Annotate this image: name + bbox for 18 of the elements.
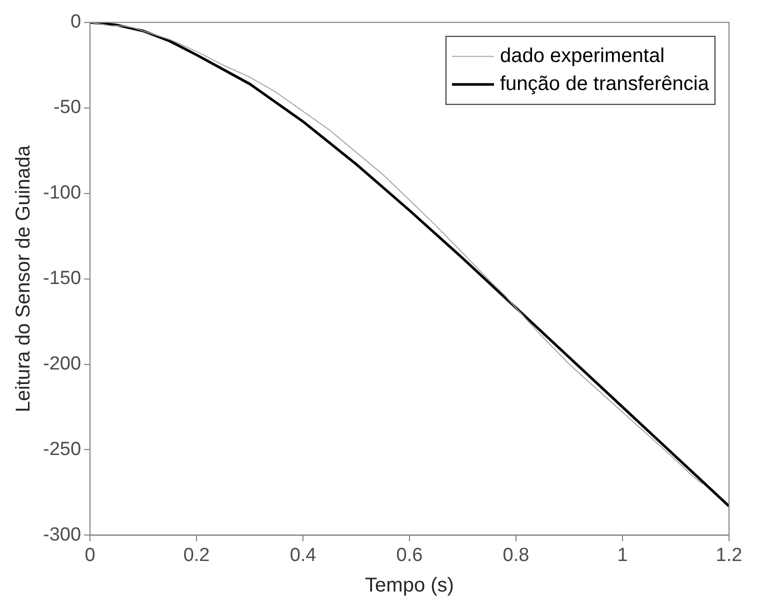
y-axis-title: Leitura do Sensor de Guinada <box>12 144 35 412</box>
x-tick-label: 0.4 <box>290 544 317 566</box>
x-tick-label: 0.6 <box>396 544 423 566</box>
x-tick-label: 0.8 <box>502 544 530 566</box>
y-tick-label: -200 <box>42 354 82 374</box>
x-tick-label: 0.2 <box>183 544 210 566</box>
x-tick-label: 1 <box>617 544 628 566</box>
y-tick-label: -250 <box>42 438 82 460</box>
y-tick-label: -50 <box>54 97 82 118</box>
y-tick-label: 0 <box>70 12 82 33</box>
x-tick-label: 1.2 <box>716 544 742 566</box>
legend-label: função de transferência <box>500 72 710 95</box>
y-tick-label: -100 <box>42 182 82 204</box>
x-axis-title: Tempo (s) <box>365 574 454 597</box>
legend-label: dado experimental <box>500 44 665 67</box>
y-tick-label: -150 <box>42 268 82 290</box>
x-tick-label: 0 <box>84 544 96 566</box>
y-tick-label: -300 <box>42 524 82 546</box>
